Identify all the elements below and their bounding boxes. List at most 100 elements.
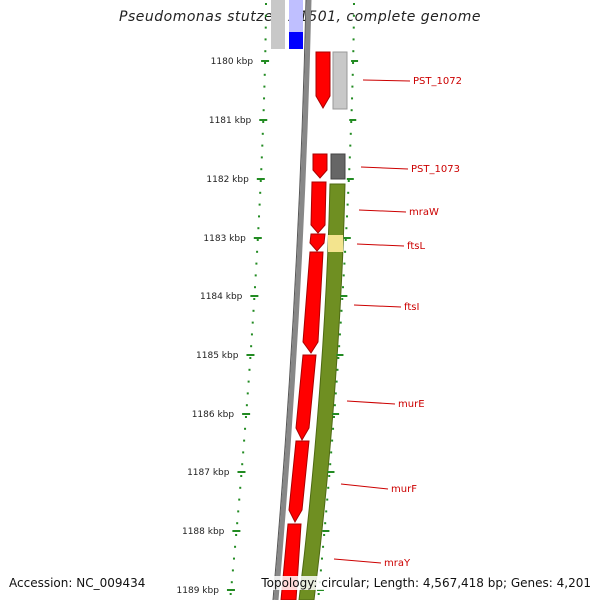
ruler-dot xyxy=(352,50,355,53)
ruler-dot xyxy=(347,191,350,194)
gene-PST_1073-partner[interactable] xyxy=(330,153,346,180)
ruler-dot xyxy=(230,581,233,584)
ruler-dot xyxy=(324,522,327,525)
ruler-dot xyxy=(231,569,234,572)
ruler-tick xyxy=(246,354,255,356)
ruler-dot xyxy=(249,357,252,359)
ruler-dot xyxy=(326,498,329,501)
ruler-dot xyxy=(245,404,248,407)
ruler-dot xyxy=(250,333,253,336)
ruler-dot xyxy=(239,486,242,489)
ruler-dot xyxy=(323,534,326,536)
ruler-dot xyxy=(346,215,349,218)
ruler-dot xyxy=(343,262,346,265)
ruler-dot xyxy=(332,427,335,430)
ruler-dot xyxy=(238,498,241,501)
genome-stats: Topology: circular; Length: 4,567,418 bp… xyxy=(261,576,591,590)
gene-label[interactable]: PST_1073 xyxy=(411,164,460,175)
ruler-dot xyxy=(264,62,267,64)
ruler-tick xyxy=(250,295,259,297)
ruler-tick xyxy=(237,471,246,473)
ruler-tick-right xyxy=(322,530,330,532)
ruler-dot xyxy=(339,321,342,324)
genes-value: 4,201 xyxy=(556,576,591,590)
gene-leader-line xyxy=(360,166,409,170)
accession-label: Accession: xyxy=(9,576,73,590)
ruler-dot xyxy=(257,227,260,230)
ruler-dot xyxy=(254,274,257,277)
ruler-dot xyxy=(336,368,339,371)
ruler-dot xyxy=(258,203,261,206)
ruler-dot xyxy=(259,180,262,182)
gene-label[interactable]: mraY xyxy=(384,558,411,569)
ruler-tick-right xyxy=(327,471,335,473)
ruler-tick-label: 1188 kbp xyxy=(182,527,225,537)
ruler-dot xyxy=(337,357,340,359)
ruler-dot xyxy=(334,392,337,395)
gene-label[interactable]: ftsL xyxy=(407,241,425,252)
gene-PST_1072[interactable] xyxy=(315,51,331,109)
ruler-tick-label: 1180 kbp xyxy=(211,57,254,67)
gene-murE[interactable] xyxy=(295,354,317,442)
gene-PST_1072-partner[interactable] xyxy=(332,51,348,110)
ruler-dot xyxy=(258,215,261,218)
ruler-dot xyxy=(341,286,344,289)
ruler-dot xyxy=(352,26,355,29)
ruler-dot xyxy=(351,73,354,76)
gene-ftsL[interactable] xyxy=(309,233,326,252)
ruler-dot xyxy=(330,451,333,454)
ruler-dots-right xyxy=(317,3,355,595)
gene-leader-line xyxy=(346,400,396,405)
gene-ftsI[interactable] xyxy=(302,251,324,354)
ruler-tick xyxy=(226,589,235,591)
length-value: 4,567,418 bp xyxy=(422,576,503,590)
gene-leader-line xyxy=(333,558,382,564)
gene-murF[interactable] xyxy=(288,440,310,524)
ruler-tick-label: 1184 kbp xyxy=(200,292,243,302)
ruler-dot xyxy=(244,416,247,418)
ruler-tick xyxy=(259,119,268,121)
ruler-dot xyxy=(264,38,267,41)
gene-label[interactable]: mraW xyxy=(409,207,439,218)
ruler-dot xyxy=(237,510,240,513)
ruler-dot xyxy=(264,3,267,5)
ruler-dot xyxy=(236,522,239,525)
gene-label[interactable]: murF xyxy=(391,484,417,495)
length-label: Length: xyxy=(373,576,420,590)
ruler-dot xyxy=(264,14,267,17)
ruler-dot xyxy=(342,274,345,277)
ruler-dot xyxy=(345,227,348,230)
ruler-dot xyxy=(262,109,265,112)
ruler-dot xyxy=(347,180,350,182)
ruler-tick xyxy=(256,178,265,180)
ruler-tick-label: 1186 kbp xyxy=(192,410,235,420)
backbone-outer xyxy=(273,0,312,600)
ruler-dot xyxy=(331,439,334,442)
ruler-dot xyxy=(352,38,355,41)
ruler-dot xyxy=(329,463,332,466)
ruler-dot xyxy=(352,62,355,64)
ruler-dot xyxy=(261,144,264,147)
ruler-tick-label: 1187 kbp xyxy=(187,468,230,478)
ruler-dot xyxy=(248,368,251,371)
ruler-tick-label: 1182 kbp xyxy=(206,175,249,185)
ruler-dot xyxy=(351,97,354,100)
ruler-dot xyxy=(232,557,235,560)
ftsL-highlight xyxy=(328,235,343,252)
ruler-tick-right xyxy=(351,60,359,62)
gene-label[interactable]: murE xyxy=(398,399,425,410)
gene-label[interactable]: ftsI xyxy=(404,302,419,313)
gene-PST_1073[interactable] xyxy=(312,153,328,179)
ruler-dot xyxy=(240,475,243,477)
ruler-dot xyxy=(264,50,267,53)
gene-leader-line xyxy=(353,304,402,308)
ruler-tick-right xyxy=(336,354,344,356)
ruler-tick xyxy=(232,530,241,532)
gene-mraW[interactable] xyxy=(310,181,327,234)
ruler-dot xyxy=(243,439,246,442)
ruler-dot xyxy=(251,321,254,324)
ruler-dot xyxy=(317,593,320,595)
gene-label[interactable]: PST_1072 xyxy=(413,76,462,87)
ruler-dot xyxy=(320,557,323,560)
